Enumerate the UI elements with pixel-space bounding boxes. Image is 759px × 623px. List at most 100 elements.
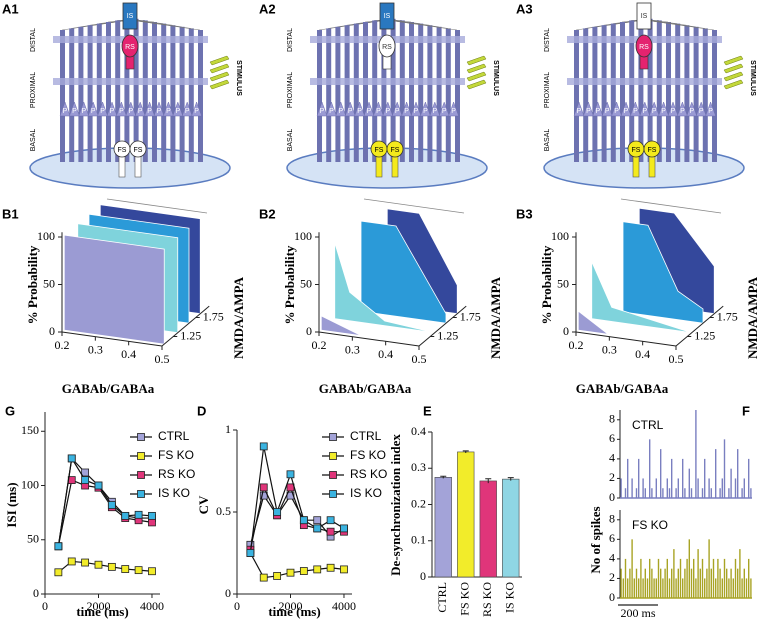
layer-label: DISTAL — [544, 28, 551, 52]
pyramidal-label: P — [652, 108, 657, 115]
x-tick-label: 0 — [234, 599, 240, 613]
pyramidal-cell — [401, 101, 412, 117]
dendrite — [656, 20, 662, 163]
y-tick-label: 0 — [33, 586, 39, 600]
y-tick-label: 50 — [43, 276, 55, 290]
pyramidal-cell — [438, 101, 450, 117]
dendrite — [353, 23, 359, 162]
fs-label: FS — [391, 147, 400, 154]
pyramidal-label: P — [395, 108, 400, 115]
pyramidal-label: P — [138, 108, 143, 115]
x-tick-label: 0.4 — [635, 347, 650, 361]
pyramidal-cell — [87, 101, 99, 117]
x-tick-label: 2000 — [86, 599, 110, 613]
legend-label: FS KO — [350, 448, 386, 462]
x-tick-label: 0.5 — [669, 352, 684, 366]
pyramidal-label: P — [442, 108, 447, 115]
legend-marker — [137, 452, 145, 460]
y-tick-label: 0 — [420, 569, 426, 583]
marker — [94, 560, 103, 569]
y-tick-label: 0 — [609, 490, 615, 504]
legend-marker — [137, 433, 145, 441]
x-tick-label: 0.4 — [121, 347, 136, 361]
dendrite — [427, 25, 433, 163]
x-tick-label: 0.2 — [55, 338, 70, 352]
stimulus-label: STIMULUS — [492, 60, 499, 96]
panel-label: A3 — [516, 1, 533, 16]
y-tick-label: 0 — [563, 324, 569, 338]
z-tick-label: 1.75 — [717, 309, 738, 323]
pyramidal-label: P — [624, 108, 629, 115]
rs-label: RS — [639, 44, 649, 51]
legend-marker — [329, 471, 337, 479]
pyramidal-cell — [410, 101, 422, 117]
z-tick-label: 1.75 — [460, 309, 481, 323]
y-tick-label: 4 — [609, 451, 615, 465]
x-tick-label: 0.3 — [345, 342, 360, 356]
marker — [81, 558, 90, 567]
marker — [273, 508, 282, 516]
legend-label: FS KO — [158, 448, 194, 462]
error-bar — [507, 477, 514, 481]
x-axis — [318, 331, 420, 347]
pyramidal-cell — [429, 101, 441, 117]
pyramidal-label: P — [63, 108, 68, 115]
layer-label: PROXIMAL — [544, 72, 551, 108]
y-axis-label: CV — [196, 495, 211, 514]
pyramidal-label: P — [357, 108, 362, 115]
fs-stem — [375, 154, 383, 178]
stimulus-electrode — [209, 79, 230, 90]
pyramidal-label: P — [100, 108, 105, 115]
pyramidal-label: P — [451, 108, 456, 115]
y-tick-label: 100 — [21, 477, 39, 491]
error-bar — [440, 475, 447, 479]
pyramidal-label: P — [81, 108, 86, 115]
dendrite — [335, 26, 341, 162]
z-axis-label: NMDA/AMPA — [745, 276, 759, 359]
panel-label: B3 — [516, 206, 533, 221]
dendrite — [445, 28, 451, 163]
dendrite — [344, 25, 350, 163]
legend-marker — [137, 490, 145, 498]
stimulus-electrode — [466, 63, 487, 74]
surface-slice — [320, 315, 362, 337]
pyramidal-cell — [382, 101, 394, 117]
pyramidal-cell — [363, 101, 375, 117]
marker — [286, 568, 295, 577]
x-axis-label: GABAb/GABAa — [62, 381, 155, 396]
legend-label: CTRL — [350, 429, 382, 443]
stimulus-electrode — [466, 55, 487, 66]
error-bar — [485, 478, 492, 484]
pyramidal-cell — [583, 101, 594, 117]
marker — [121, 511, 130, 520]
y-axis-label: % Probability — [25, 245, 40, 324]
marker — [259, 483, 268, 492]
pyramidal-label: P — [91, 108, 96, 115]
stimulus-label: STIMULUS — [749, 60, 756, 96]
dendrite — [96, 23, 102, 162]
dendrite — [60, 30, 65, 162]
pyramidal-cell — [667, 101, 679, 117]
pyramidal-cell — [611, 101, 622, 117]
marker — [340, 565, 348, 574]
x-tick-label: 4000 — [140, 599, 164, 613]
y-tick-label: 50 — [300, 276, 312, 290]
marker — [326, 516, 335, 525]
y-axis-label: % Probability — [539, 245, 554, 324]
z-axis — [161, 305, 210, 347]
pyramidal-cell — [573, 101, 585, 117]
dendrite — [647, 18, 653, 162]
dendrite — [142, 20, 148, 163]
y-tick-label: 0 — [306, 324, 312, 338]
pyramidal-label: P — [671, 108, 676, 115]
pyramidal-cell — [134, 101, 146, 117]
pyramidal-cell — [639, 101, 651, 117]
bar — [457, 451, 475, 578]
pyramidal-cell — [163, 101, 174, 117]
pyramidal-cell — [125, 101, 137, 117]
z-tick-label: 1.25 — [180, 328, 201, 342]
pyramidal-cell — [172, 101, 184, 117]
pyramidal-label: P — [147, 108, 152, 115]
pyramidal-cell — [695, 101, 707, 117]
